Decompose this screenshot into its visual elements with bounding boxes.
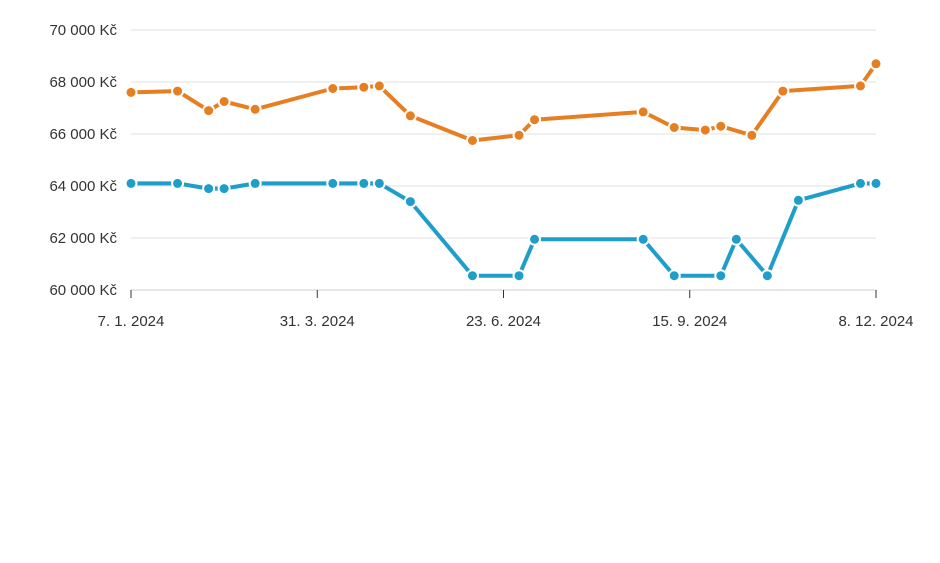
series-point-1 — [667, 121, 681, 134]
series-point-2 — [714, 269, 728, 283]
x-tick-label: 15. 9. 2024 — [652, 313, 727, 330]
series-point-1 — [853, 79, 867, 93]
tick-labels: 60 000 Kč 62 000 Kč 64 000 Kč 66 000 Kč 68 0… — [49, 22, 913, 330]
series-point-1 — [465, 134, 479, 147]
series-point-2 — [171, 176, 185, 190]
series-point-2 — [729, 232, 743, 246]
series-point-1 — [372, 79, 386, 93]
series-point-1 — [202, 104, 216, 118]
series-point-1 — [698, 123, 712, 137]
series-point-1 — [248, 102, 262, 116]
y-tick-label: 68 000 Kč — [49, 74, 117, 91]
series-point-1 — [528, 113, 542, 127]
series-line-1 — [129, 61, 878, 143]
series-point-2 — [357, 176, 371, 190]
series-point-1 — [217, 95, 231, 108]
series-point-2 — [403, 195, 417, 209]
series-line-2 — [129, 181, 878, 278]
y-tick-label: 66 000 Kč — [49, 126, 117, 143]
series-point-1 — [124, 85, 138, 99]
series-point-2 — [791, 193, 805, 207]
series-point-1 — [745, 128, 759, 142]
series-point-1 — [403, 109, 417, 123]
x-tick-label: 23. 6. 2024 — [466, 313, 541, 330]
y-tick-label: 62 000 Kč — [49, 230, 117, 247]
x-tick-label: 31. 3. 2024 — [280, 313, 355, 330]
y-tick-label: 60 000 Kč — [49, 282, 117, 299]
y-tick-label: 70 000 Kč — [49, 22, 117, 39]
grid-lines — [131, 29, 876, 239]
series-point-2 — [202, 182, 216, 196]
series-points — [124, 57, 883, 283]
axes — [130, 289, 877, 298]
series-point-1 — [171, 84, 185, 98]
series-point-1 — [776, 84, 790, 98]
series-point-2 — [853, 176, 867, 190]
series-point-2 — [124, 176, 138, 190]
series-point-1 — [869, 57, 883, 71]
series-point-1 — [636, 105, 650, 119]
series-point-2 — [465, 269, 479, 283]
series-point-2 — [528, 232, 542, 246]
series-point-1 — [326, 82, 340, 95]
series-point-2 — [372, 176, 386, 190]
series-point-1 — [512, 128, 526, 142]
series-point-2 — [248, 176, 262, 190]
series-point-1 — [357, 80, 371, 94]
series-point-1 — [714, 119, 728, 133]
series-point-2 — [512, 269, 526, 283]
x-tick-label: 8. 12. 2024 — [838, 313, 913, 330]
x-tick-label: 7. 1. 2024 — [98, 313, 165, 330]
series-point-2 — [326, 176, 340, 190]
series-point-2 — [760, 269, 774, 283]
series-point-2 — [667, 269, 681, 283]
series-point-2 — [869, 176, 883, 190]
series-lines — [129, 61, 878, 278]
series-point-2 — [217, 182, 231, 196]
series-point-2 — [636, 232, 650, 246]
y-tick-label: 64 000 Kč — [49, 178, 117, 195]
